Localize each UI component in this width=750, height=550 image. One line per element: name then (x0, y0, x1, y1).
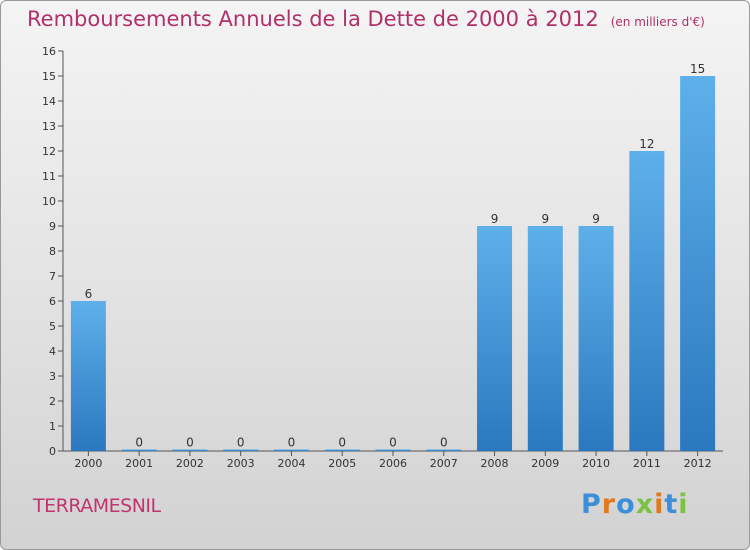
x-tick-label: 2001 (125, 457, 153, 470)
x-tick-label: 2002 (176, 457, 204, 470)
y-tick-label: 0 (49, 445, 56, 458)
logo-letter: P (581, 489, 602, 520)
bar (223, 449, 259, 451)
x-tick-label: 2008 (481, 457, 509, 470)
bar (375, 449, 411, 451)
x-axis: 2000 2001 2002 2003 2004 2005 2006 2007 2008 2009… (63, 450, 723, 470)
data-label: 0 (237, 436, 245, 450)
y-tick-label: 2 (49, 395, 56, 408)
y-tick-label: 6 (49, 295, 56, 308)
x-tick-label: 2004 (277, 457, 305, 470)
x-tick-label: 2000 (74, 457, 102, 470)
data-label: 0 (288, 436, 296, 450)
chart-title-text: Remboursements Annuels de la Dette de 20… (27, 7, 599, 31)
logo-letter: o (616, 489, 636, 520)
x-tick-label: 2007 (430, 457, 458, 470)
x-tick-label: 2005 (328, 457, 356, 470)
y-tick-label: 4 (49, 345, 56, 358)
bar (324, 449, 360, 451)
y-tick-label: 5 (49, 320, 56, 333)
bar (680, 76, 716, 451)
data-label: 0 (186, 436, 194, 450)
proxiti-logo[interactable]: Proxiti (581, 489, 689, 520)
data-label: 15 (690, 62, 705, 76)
y-tick-label: 14 (42, 95, 56, 108)
y-tick-label: 15 (42, 70, 56, 83)
data-label: 0 (338, 436, 346, 450)
x-tick-label: 2009 (531, 457, 559, 470)
bar (477, 226, 513, 451)
data-label: 0 (389, 436, 397, 450)
x-tick-label: 2006 (379, 457, 407, 470)
data-label: 9 (541, 212, 549, 226)
bar (121, 449, 157, 451)
bar (578, 226, 614, 451)
chart-title: Remboursements Annuels de la Dette de 20… (27, 7, 705, 31)
y-tick-label: 10 (42, 195, 56, 208)
y-tick-label: 9 (49, 220, 56, 233)
data-label: 9 (592, 212, 600, 226)
y-tick-label: 1 (49, 420, 56, 433)
bar (629, 151, 665, 451)
y-tick-label: 11 (42, 170, 56, 183)
data-labels-group: 6 0 0 0 0 0 0 0 9 9 9 12 15 (85, 62, 706, 450)
logo-letter: t (664, 489, 679, 520)
logo-letter: x (635, 489, 655, 520)
y-tick-label: 12 (42, 145, 56, 158)
y-tick-label: 13 (42, 120, 56, 133)
x-tick-label: 2011 (633, 457, 661, 470)
y-tick-label: 3 (49, 370, 56, 383)
bar (70, 301, 106, 451)
bar (527, 226, 563, 451)
y-tick-label: 7 (49, 270, 56, 283)
data-label: 9 (491, 212, 499, 226)
data-label: 6 (85, 287, 93, 301)
logo-letter: i (654, 489, 665, 520)
chart-subtitle: (en milliers d'€) (610, 15, 705, 29)
logo-letter: i (678, 489, 689, 520)
bar (273, 449, 309, 451)
x-tick-label: 2010 (582, 457, 610, 470)
bars-group (70, 76, 716, 451)
commune-name: TERRAMESNIL (33, 495, 161, 517)
bar (426, 449, 462, 451)
data-label: 0 (135, 436, 143, 450)
y-tick-label: 8 (49, 245, 56, 258)
bar (172, 449, 208, 451)
y-tick-label: 16 (42, 45, 56, 58)
x-tick-label: 2012 (684, 457, 712, 470)
x-tick-label: 2003 (227, 457, 255, 470)
logo-letter: r (601, 489, 617, 520)
data-label: 0 (440, 436, 448, 450)
data-label: 12 (639, 137, 654, 151)
